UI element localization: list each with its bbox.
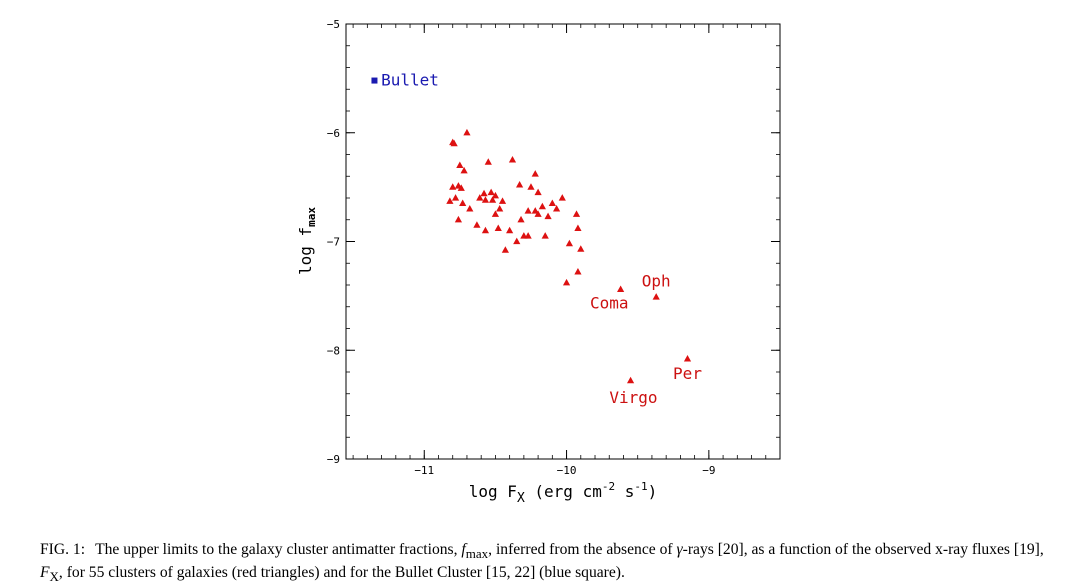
x-tick-label: −10: [557, 464, 577, 477]
caption-label: FIG. 1:: [40, 541, 86, 558]
cluster-triangle-point: [558, 194, 566, 201]
cluster-triangle-point: [544, 212, 552, 220]
caption-f-subscript: max: [465, 546, 489, 562]
x-tick-label: −11: [414, 464, 434, 477]
cluster-triangle-point: [457, 184, 465, 191]
annotations: Bullet Oph Coma Per Virgo: [381, 71, 702, 408]
y-axis-label: log fmax: [296, 207, 318, 275]
cluster-triangle-point: [508, 156, 517, 163]
caption-text-4: , for 55 clusters of galaxies (red trian…: [58, 564, 625, 582]
annotation-virgo: Virgo: [609, 388, 657, 407]
caption-F-subscript: X: [49, 569, 59, 585]
cluster-triangle-point: [463, 128, 471, 136]
cluster-triangle-point: [498, 197, 507, 204]
y-tick-label: −9: [327, 453, 340, 466]
y-tick-label: −6: [327, 127, 340, 140]
cluster-triangle-point: [531, 207, 539, 214]
cluster-triangle-point: [496, 204, 504, 212]
cluster-triangle-point: [491, 191, 500, 199]
y-axis-label-sub: max: [305, 207, 318, 227]
caption-text-1: The upper limits to the galaxy cluster a…: [95, 541, 462, 558]
cluster-triangle-point: [460, 166, 468, 174]
cluster-triangle-point: [531, 170, 539, 177]
cluster-triangle-point: [473, 221, 481, 228]
cluster-triangle-point: [548, 199, 556, 207]
cluster-triangle-point: [446, 197, 454, 204]
cluster-triangle-point: [541, 232, 549, 239]
cluster-triangle-point: [534, 210, 542, 217]
cluster-triangle-point: [454, 215, 463, 223]
cluster-triangle-point: [476, 194, 484, 201]
cluster-triangle-point: [524, 207, 532, 214]
y-tick-label: −7: [327, 236, 340, 249]
x-axis-label-main: log F: [469, 482, 517, 501]
annotation-per: Per: [673, 364, 702, 383]
y-tick-label: −5: [327, 18, 340, 31]
cluster-triangle-point: [450, 139, 458, 147]
annotation-bullet: Bullet: [381, 71, 439, 90]
cluster-triangle-point: [552, 204, 561, 212]
x-axis-label-units2: s: [615, 482, 634, 501]
x-axis-label-exp2: -1: [634, 480, 647, 493]
annotation-oph: Oph: [642, 272, 671, 291]
cluster-triangle-point: [491, 210, 500, 217]
cluster-triangle-point: [652, 293, 660, 300]
cluster-triangle-point: [574, 224, 582, 232]
cluster-triangle-point: [534, 188, 542, 196]
cluster-triangle-point: [538, 202, 546, 210]
cluster-triangle-point: [484, 158, 492, 165]
figure-caption: FIG. 1: The upper limits to the galaxy cl…: [40, 540, 1060, 586]
x-tick-label: −9: [702, 464, 715, 477]
plot-axes: −11 −10 −9 −5 −6 −7 −8 −9: [327, 18, 781, 477]
cluster-triangle-point: [572, 210, 581, 217]
x-axis-label-exp1: -2: [602, 480, 615, 493]
cluster-triangle-point: [577, 245, 585, 252]
cluster-triangle-point: [617, 285, 625, 292]
cluster-triangle-point: [481, 226, 490, 234]
caption-f-symbol: f: [461, 541, 466, 558]
y-tick-label: −8: [327, 344, 340, 357]
cluster-triangle-point: [527, 183, 535, 190]
cluster-triangle-point: [487, 188, 495, 196]
cluster-triangle-point: [516, 181, 524, 188]
cluster-triangle-point: [626, 376, 635, 384]
x-axis-label-units: (erg cm: [525, 482, 602, 501]
cluster-triangle-point: [517, 215, 525, 223]
cluster-triangle-point: [488, 196, 497, 203]
x-axis-label: log FX (erg cm-2 s-1): [469, 480, 657, 506]
cluster-triangle-point: [501, 246, 509, 253]
caption-F-symbol: F: [40, 564, 50, 582]
cluster-triangle-point: [480, 189, 488, 197]
cluster-triangle-point: [513, 237, 521, 245]
caption-text-3: -rays [20], as a function of the observe…: [682, 541, 1044, 558]
cluster-triangle-point: [449, 183, 457, 190]
bullet-square-point: [371, 77, 378, 84]
cluster-triangle-point: [466, 204, 474, 212]
cluster-triangle-point: [451, 194, 460, 201]
cluster-triangle-point: [459, 199, 467, 207]
x-axis-label-sub: X: [517, 491, 525, 506]
cluster-triangle-point: [574, 268, 582, 275]
cluster-triangle-point: [683, 355, 692, 362]
caption-gamma-symbol: γ: [676, 541, 683, 558]
cluster-triangle-point: [494, 224, 502, 232]
data-points: [371, 77, 692, 384]
cluster-triangle-point: [565, 239, 574, 247]
caption-text-2: , inferred from the absence of: [488, 541, 677, 558]
x-axis-label-close: ): [648, 482, 658, 501]
cluster-triangle-point: [524, 232, 532, 239]
cluster-triangle-point: [562, 278, 571, 286]
cluster-triangle-point: [481, 196, 490, 203]
cluster-triangle-point: [506, 226, 514, 234]
annotation-coma: Coma: [590, 293, 629, 312]
y-axis-label-main: log f: [296, 227, 315, 275]
cluster-triangle-point: [456, 161, 464, 168]
